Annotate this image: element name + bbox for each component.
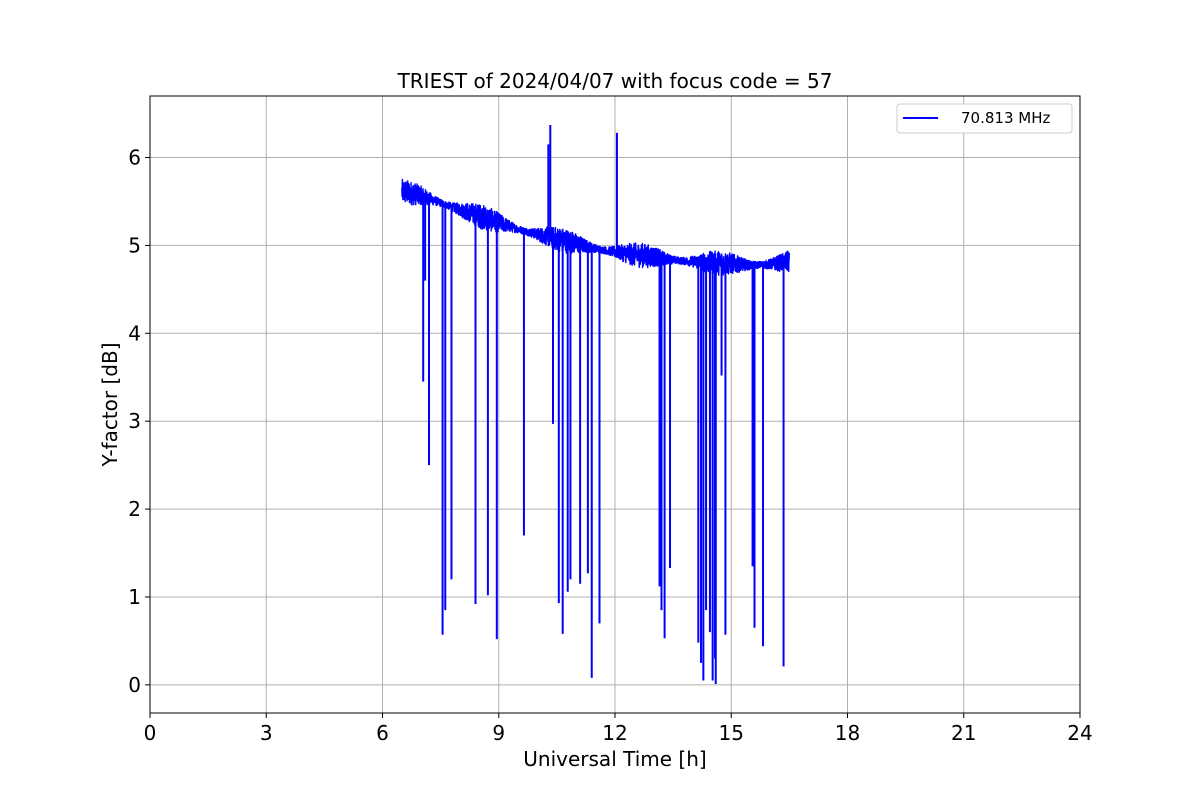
legend-box — [896, 103, 1073, 134]
gridlines — [149, 96, 1081, 713]
x-tick-label: 24 — [1067, 721, 1092, 745]
legend-label: 70.813 MHz — [961, 109, 1050, 127]
y-tick-label: 3 — [128, 409, 141, 433]
y-axis-label: Y-factor [dB] — [98, 342, 122, 467]
y-tick-label: 5 — [128, 233, 141, 257]
y-tick-label: 6 — [128, 146, 141, 170]
x-tick-label: 12 — [602, 721, 627, 745]
x-tick-label: 0 — [144, 721, 157, 745]
x-axis-label: Universal Time [h] — [523, 747, 706, 771]
x-tick-label: 15 — [719, 721, 744, 745]
y-tick-label: 2 — [128, 497, 141, 521]
x-tick-label: 6 — [376, 721, 389, 745]
series-layer — [401, 125, 791, 684]
legend: 70.813 MHz — [896, 103, 1073, 134]
x-tick-label: 3 — [260, 721, 273, 745]
y-tick-label: 0 — [128, 673, 141, 697]
chart-title: TRIEST of 2024/04/07 with focus code = 5… — [397, 69, 833, 93]
x-tick-label: 21 — [951, 721, 976, 745]
x-tick-label: 9 — [492, 721, 505, 745]
series-line — [401, 178, 791, 276]
y-tick-label: 1 — [128, 585, 141, 609]
x-tick-label: 18 — [835, 721, 860, 745]
y-tick-label: 4 — [128, 321, 141, 345]
